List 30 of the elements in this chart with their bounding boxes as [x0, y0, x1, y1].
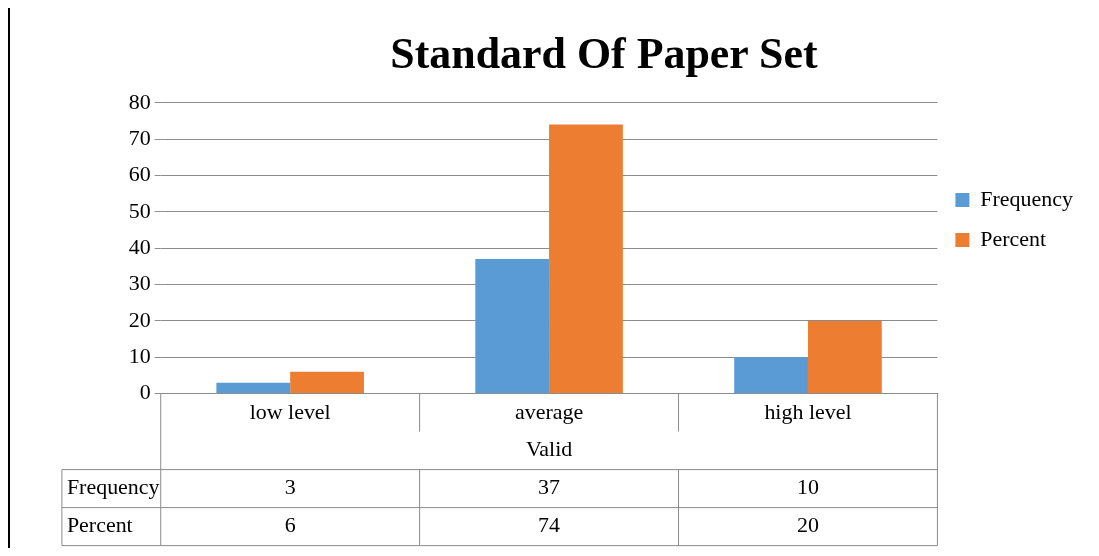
bar: [475, 259, 550, 394]
y-tick-label: 60: [128, 161, 151, 187]
bar: [290, 371, 364, 394]
text: Frequency: [66, 474, 160, 500]
y-tick-label: 40: [128, 233, 151, 259]
y-tick-label: 80: [128, 88, 151, 114]
bar: [216, 382, 291, 394]
x-tick-label: average: [514, 398, 584, 424]
y-tick-label: 70: [128, 124, 151, 150]
x-tick-label: high level: [764, 398, 852, 424]
text: Percent: [66, 512, 133, 538]
bar: [734, 357, 808, 394]
y-tick-label: 30: [128, 270, 151, 296]
chart-title: Standard Of Paper Set: [390, 28, 818, 78]
y-tick-label: 20: [128, 306, 151, 332]
data-label: 10: [797, 474, 819, 500]
legend-label: Frequency: [980, 185, 1073, 211]
y-tick-label: 10: [128, 343, 151, 369]
y-tick-label: 0: [139, 379, 151, 405]
x-axis-title: Valid: [525, 436, 573, 462]
y-tick-label: 50: [128, 197, 151, 223]
data-label: 74: [538, 512, 561, 538]
data-label: 37: [538, 474, 561, 500]
data-label: 6: [284, 512, 296, 538]
data-label: 3: [284, 474, 296, 500]
data-label: 20: [797, 512, 819, 538]
legend-label: Percent: [980, 225, 1047, 251]
x-tick-label: low level: [249, 398, 331, 424]
bar: [549, 124, 623, 394]
bar: [807, 320, 882, 394]
